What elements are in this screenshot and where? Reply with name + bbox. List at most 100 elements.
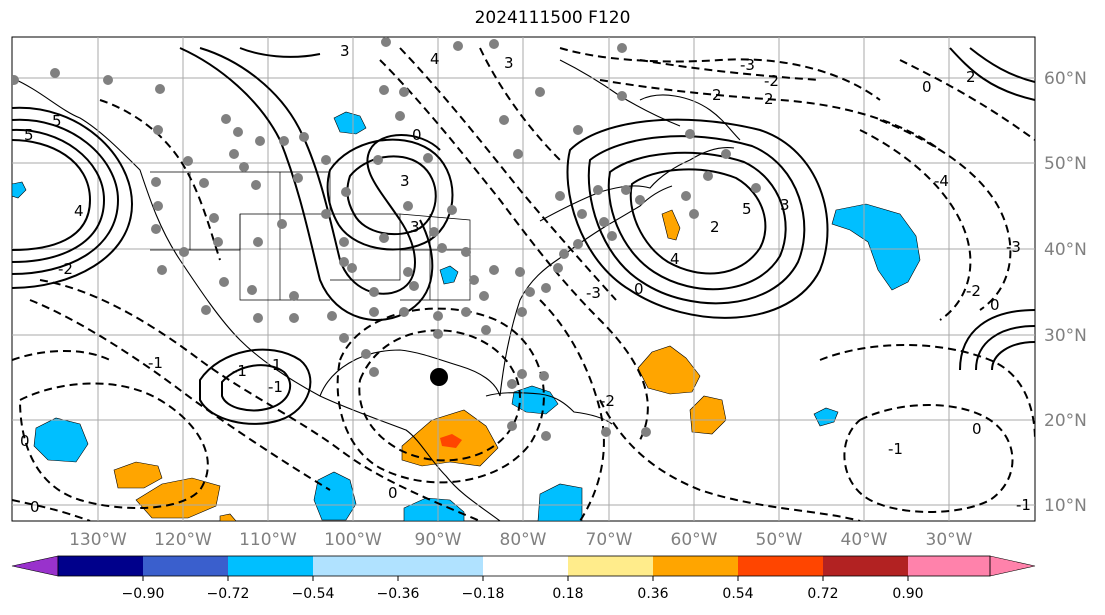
- contour-label: -2: [58, 260, 73, 278]
- colorbar-segment: [313, 556, 398, 576]
- colorbar-tick-label: 0.18: [552, 586, 583, 602]
- contour-label: -4: [934, 172, 949, 190]
- colorbar-segment: [908, 556, 990, 576]
- lat-label: 10°N: [1044, 496, 1087, 516]
- contour-label: 3: [400, 172, 410, 190]
- contour-label: -3: [1006, 238, 1021, 256]
- orange-shade-pacific-3: [219, 513, 237, 521]
- contour-label: 2: [966, 68, 976, 86]
- solid-contours: [12, 47, 1035, 425]
- contour-label: 3: [504, 54, 514, 72]
- colorbar-tick-label: 0.36: [637, 586, 668, 602]
- lon-label: 50°W: [756, 530, 803, 550]
- map-title: 2024111500 F120: [474, 8, 631, 28]
- colorbar-tick-label: 0.72: [807, 586, 838, 602]
- red-shade-central-america: [440, 434, 462, 448]
- dashed-contours: [12, 47, 1035, 521]
- colorbar-segment: [11, 555, 59, 577]
- map-plot-area: 5 3 4 3 2 2 0 -2 -3 -4 3 5 2 4 5 3 -1 3 …: [11, 36, 1087, 550]
- colorbar-tick-label: −0.36: [377, 586, 420, 602]
- contour-label: -1: [268, 378, 283, 396]
- colorbar-segment: [568, 556, 653, 576]
- colorbar-segment: [653, 556, 738, 576]
- contour-label: 0: [412, 126, 422, 144]
- contour-label: 4: [74, 202, 84, 220]
- orange-shade-atlantic-1: [637, 345, 701, 395]
- contour-label: 2: [764, 90, 774, 108]
- lat-label: 40°N: [1044, 240, 1087, 260]
- colorbar-segment: [823, 556, 908, 576]
- contour-label: 5: [52, 112, 62, 130]
- station-dots: [12, 37, 761, 441]
- contour-label: -1: [148, 354, 163, 372]
- lon-label: 80°W: [500, 530, 547, 550]
- cyan-shade-south-1: [313, 471, 357, 521]
- colorbar-segment: [228, 556, 313, 576]
- colorbar-tick-label: 0.90: [892, 586, 923, 602]
- contour-label: -3: [586, 284, 601, 302]
- lon-label: 90°W: [415, 530, 462, 550]
- colorbar-tick-label: −0.90: [122, 586, 165, 602]
- contour-label: 4: [670, 250, 680, 268]
- colorbar-tick-labels: −0.90 −0.72 −0.54 −0.36 −0.18 0.18 0.36 …: [122, 586, 924, 602]
- colorbar-ticks: [142, 576, 909, 581]
- contour-label: 0: [990, 296, 1000, 314]
- lon-label: 120°W: [154, 530, 212, 550]
- contour-label: 0: [30, 498, 40, 516]
- cyan-shade-pacific: [12, 181, 27, 199]
- lon-label: 60°W: [671, 530, 718, 550]
- contour-label: -2: [600, 392, 615, 410]
- cyan-shade-gulf: [439, 265, 459, 285]
- contour-label: 1: [272, 356, 282, 374]
- contour-label: -3: [740, 56, 755, 74]
- contour-labels: 5 3 4 3 2 2 0 -2 -3 -4 3 5 2 4 5 3 -1 3 …: [20, 42, 1031, 516]
- state-borders: [150, 171, 471, 301]
- contour-label: 2: [710, 218, 720, 236]
- colorbar-segment: [398, 556, 483, 576]
- storm-center-marker: [430, 368, 448, 386]
- orange-shade-nova-scotia: [661, 209, 681, 241]
- contour-label: 5: [742, 200, 752, 218]
- contour-label: 3: [340, 42, 350, 60]
- contour-label: -1: [888, 440, 903, 458]
- colorbar-outline: [57, 555, 991, 577]
- contour-label: 0: [20, 432, 30, 450]
- colorbar-tick-label: −0.72: [207, 586, 250, 602]
- latitude-labels: 60°N 50°N 40°N 30°N 20°N 10°N: [1044, 69, 1087, 516]
- lon-label: 70°W: [586, 530, 633, 550]
- contour-label: -1: [1016, 496, 1031, 514]
- colorbar-segment: [143, 556, 228, 576]
- contour-label: 0: [922, 78, 932, 96]
- colorbar-segment: [738, 556, 823, 576]
- gridlines: [12, 37, 1035, 521]
- cyan-shade-atlantic: [831, 203, 921, 291]
- colorbar-segment: [483, 556, 568, 576]
- colorbar-tick-label: 0.54: [722, 586, 753, 602]
- lon-label: 130°W: [69, 530, 127, 550]
- contour-label: 5: [24, 126, 34, 144]
- contour-label: -1: [232, 362, 247, 380]
- colorbar: −0.90 −0.72 −0.54 −0.36 −0.18 0.18 0.36 …: [11, 555, 1036, 602]
- lat-label: 50°N: [1044, 154, 1087, 174]
- colorbar-tick-label: −0.18: [462, 586, 505, 602]
- cyan-shade-mid-atlantic: [813, 407, 839, 427]
- lon-label: 30°W: [926, 530, 973, 550]
- contour-label: 0: [388, 484, 398, 502]
- contour-label: 3: [780, 196, 790, 214]
- colorbar-tick-label: −0.54: [292, 586, 335, 602]
- lat-label: 30°N: [1044, 326, 1087, 346]
- orange-shade-pacific-2: [135, 477, 221, 519]
- contour-label: 2: [712, 86, 722, 104]
- contour-label: 0: [972, 420, 982, 438]
- contour-label: 4: [430, 50, 440, 68]
- contour-label: -2: [764, 72, 779, 90]
- cyan-shade-canada: [333, 111, 367, 135]
- contour-label: 0: [634, 280, 644, 298]
- contour-label: -2: [966, 282, 981, 300]
- lon-label: 100°W: [324, 530, 382, 550]
- lon-label: 40°W: [841, 530, 888, 550]
- lat-label: 60°N: [1044, 69, 1087, 89]
- contour-label: 3: [410, 218, 420, 236]
- longitude-labels: 130°W 120°W 110°W 100°W 90°W 80°W 70°W 6…: [69, 530, 973, 550]
- colorbar-segment: [989, 555, 1036, 577]
